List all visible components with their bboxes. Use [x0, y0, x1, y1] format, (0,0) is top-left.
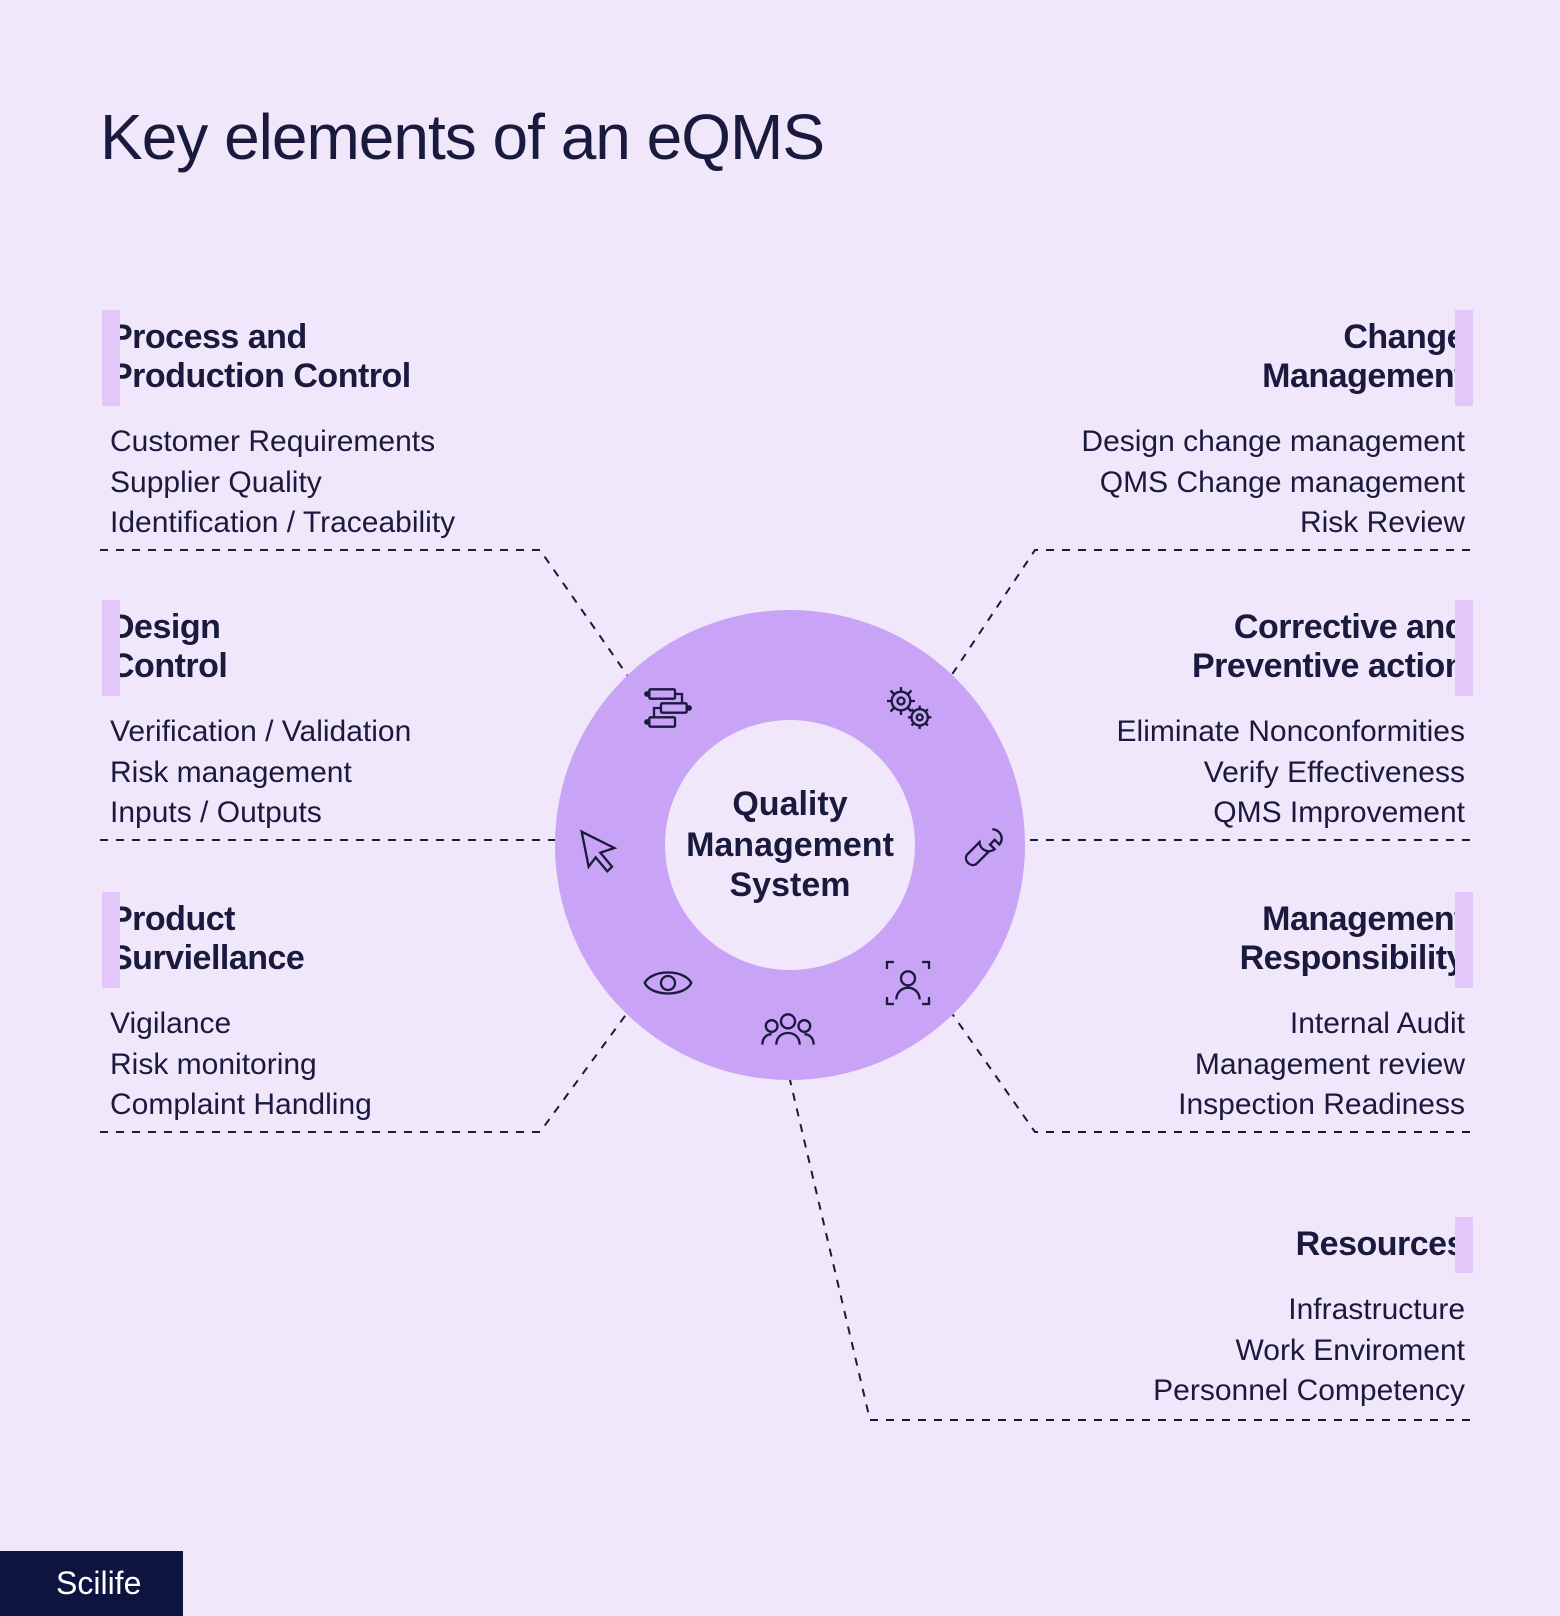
- card-title: ProductSurviellance: [110, 900, 530, 978]
- list-item: Work Enviroment: [1045, 1331, 1465, 1372]
- list-item: Risk monitoring: [110, 1045, 530, 1086]
- list-item: Inputs / Outputs: [110, 793, 530, 834]
- card-process-control: Process andProduction Control Customer R…: [110, 318, 530, 544]
- list-item: Verify Effectiveness: [1045, 753, 1465, 794]
- cursor-icon: [570, 820, 626, 876]
- list-item: Identification / Traceability: [110, 503, 530, 544]
- wrench-icon: [955, 820, 1011, 876]
- page-title: Key elements of an eQMS: [100, 100, 824, 174]
- card-list: Vigilance Risk monitoring Complaint Hand…: [110, 1004, 530, 1126]
- list-item: Management review: [1045, 1045, 1465, 1086]
- list-item: Infrastructure: [1045, 1290, 1465, 1331]
- center-label: QualityManagementSystem: [686, 784, 894, 906]
- list-item: Verification / Validation: [110, 712, 530, 753]
- person-frame-icon: [880, 955, 936, 1011]
- list-item: Risk Review: [1045, 503, 1465, 544]
- list-item: Inspection Readiness: [1045, 1085, 1465, 1126]
- card-accent: [102, 892, 120, 988]
- card-list: Verification / Validation Risk managemen…: [110, 712, 530, 834]
- gears-icon: [880, 680, 936, 736]
- card-title: Resources: [1045, 1225, 1465, 1264]
- card-title: ChangeManagement: [1045, 318, 1465, 396]
- card-management-responsibility: ManagementResponsibility Internal Audit …: [1045, 900, 1465, 1126]
- ring-center: QualityManagementSystem: [665, 720, 915, 970]
- card-corrective-action: Corrective andPreventive action Eliminat…: [1045, 608, 1465, 834]
- card-accent: [102, 600, 120, 696]
- card-design-control: DesignControl Verification / Validation …: [110, 608, 530, 834]
- card-change-management: ChangeManagement Design change managemen…: [1045, 318, 1465, 544]
- card-resources: Resources Infrastructure Work Enviroment…: [1045, 1225, 1465, 1412]
- process-icon: [640, 680, 696, 736]
- card-product-surveillance: ProductSurviellance Vigilance Risk monit…: [110, 900, 530, 1126]
- card-list: Infrastructure Work Enviroment Personnel…: [1045, 1290, 1465, 1412]
- eye-icon: [640, 955, 696, 1011]
- card-title: Process andProduction Control: [110, 318, 530, 396]
- card-list: Internal Audit Management review Inspect…: [1045, 1004, 1465, 1126]
- list-item: Risk management: [110, 753, 530, 794]
- list-item: Supplier Quality: [110, 463, 530, 504]
- list-item: Internal Audit: [1045, 1004, 1465, 1045]
- card-title: Corrective andPreventive action: [1045, 608, 1465, 686]
- card-accent: [1455, 310, 1473, 406]
- card-accent: [1455, 892, 1473, 988]
- list-item: Eliminate Nonconformities: [1045, 712, 1465, 753]
- card-accent: [1455, 600, 1473, 696]
- list-item: Customer Requirements: [110, 422, 530, 463]
- people-icon: [760, 1005, 816, 1061]
- card-list: Customer Requirements Supplier Quality I…: [110, 422, 530, 544]
- card-list: Eliminate Nonconformities Verify Effecti…: [1045, 712, 1465, 834]
- list-item: Personnel Competency: [1045, 1371, 1465, 1412]
- card-accent: [102, 310, 120, 406]
- card-list: Design change management QMS Change mana…: [1045, 422, 1465, 544]
- footer-badge: Scilife: [0, 1551, 183, 1616]
- list-item: Complaint Handling: [110, 1085, 530, 1126]
- list-item: Vigilance: [110, 1004, 530, 1045]
- card-accent: [1455, 1217, 1473, 1273]
- list-item: QMS Improvement: [1045, 793, 1465, 834]
- list-item: Design change management: [1045, 422, 1465, 463]
- card-title: ManagementResponsibility: [1045, 900, 1465, 978]
- list-item: QMS Change management: [1045, 463, 1465, 504]
- card-title: DesignControl: [110, 608, 530, 686]
